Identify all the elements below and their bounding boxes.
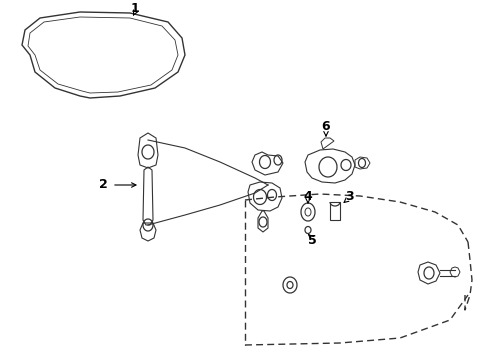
Text: 1: 1 — [130, 1, 139, 14]
Text: 2: 2 — [99, 179, 107, 192]
Text: 4: 4 — [303, 189, 312, 202]
Text: 5: 5 — [307, 234, 316, 247]
Text: 3: 3 — [344, 189, 353, 202]
Text: 6: 6 — [321, 121, 329, 134]
